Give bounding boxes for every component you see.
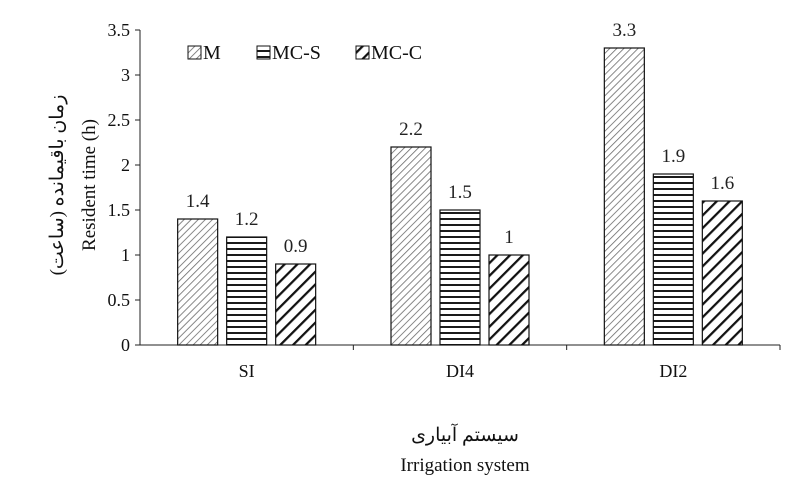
y-tick-label: 0.5 [108, 290, 131, 310]
bar-mc-s-di2 [652, 173, 694, 346]
x-axis: SI DI4 DI2 [140, 344, 781, 381]
bar-mc-c-di2 [701, 200, 743, 346]
bar-mc-c-di4 [488, 254, 530, 346]
data-label: 1 [504, 227, 514, 248]
x-tick-label: DI4 [446, 361, 474, 381]
legend-swatch-mc-s [256, 45, 271, 60]
y-tick-label: 3 [121, 65, 130, 85]
data-label: 1.2 [235, 209, 259, 230]
y-tick-label: 0 [121, 335, 130, 355]
y-tick-label: 2 [121, 155, 130, 175]
bar-m-di4 [390, 146, 432, 346]
x-tick-label: SI [239, 361, 255, 381]
bar-mc-c-si [275, 263, 317, 346]
y-tick-label: 2.5 [108, 110, 131, 130]
y-axis: 0 0.5 1 1.5 2 2.5 3 3.5 [108, 20, 141, 355]
legend-label: M [203, 42, 221, 64]
data-label: 0.9 [284, 236, 308, 257]
data-label: 3.3 [612, 20, 636, 41]
data-label: 2.2 [399, 119, 423, 140]
data-label: 1.4 [186, 191, 210, 212]
data-label: 1.9 [661, 146, 685, 167]
legend-label: MC-C [371, 42, 422, 64]
x-tick-label: DI2 [659, 361, 687, 381]
bar-mc-s-si [226, 236, 268, 346]
bar-m-di2 [603, 47, 645, 346]
data-label: 1.6 [710, 173, 734, 194]
y-tick-label: 1.5 [108, 200, 131, 220]
y-tick-label: 3.5 [108, 20, 131, 40]
bars [177, 47, 743, 346]
bar-mc-s-di4 [439, 209, 481, 346]
x-axis-title: Irrigation system [400, 455, 530, 476]
legend: M MC-S MC-C [187, 42, 422, 64]
legend-label: MC-S [272, 42, 321, 64]
legend-swatch-mc-c [355, 45, 370, 60]
legend-swatch-m [187, 45, 202, 60]
y-axis-title: Resident time (h) [79, 119, 100, 251]
y-tick-label: 1 [121, 245, 130, 265]
y-axis-title-fa: زمان باقیمانده (ساعت) [47, 95, 68, 276]
data-labels: 1.4 1.2 0.9 2.2 1.5 1 3.3 1.9 1.6 [186, 20, 734, 257]
x-axis-title-fa: سیستم آبیاری [411, 423, 519, 446]
bar-m-si [177, 218, 219, 346]
data-label: 1.5 [448, 182, 472, 203]
